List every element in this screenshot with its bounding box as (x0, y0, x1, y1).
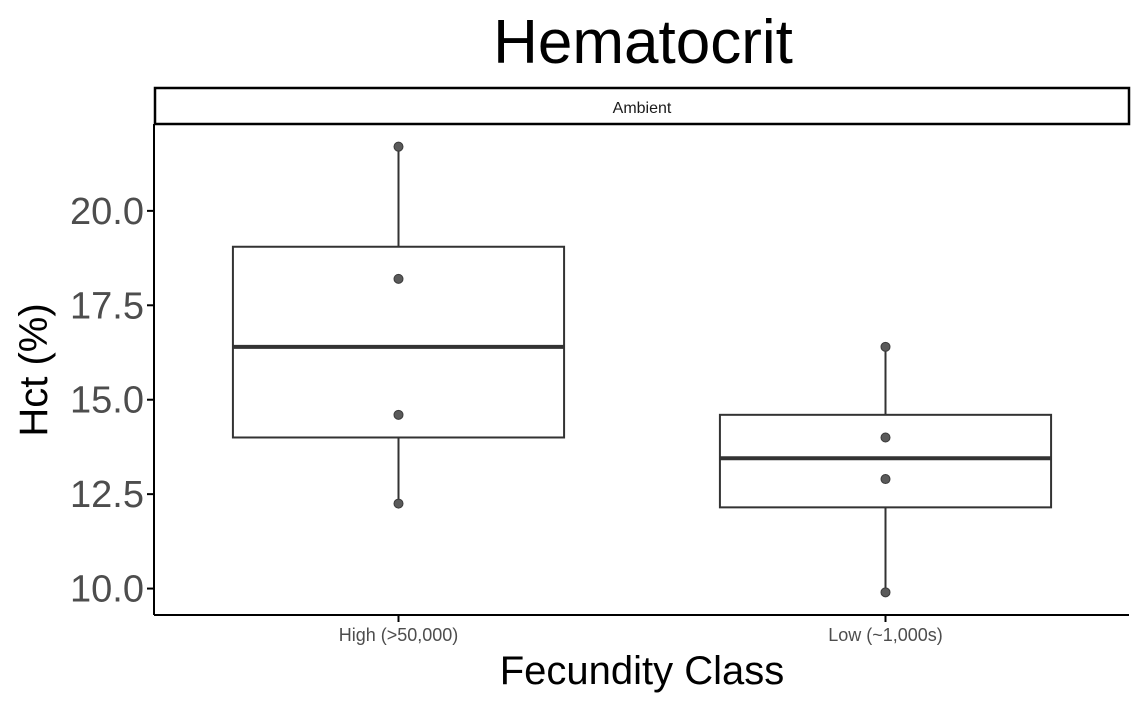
x-axis-ticks: High (>50,000) Low (~1,000s) (339, 615, 943, 645)
y-tick-label: 15.0 (70, 380, 144, 422)
y-tick-label: 10.0 (70, 569, 144, 611)
data-point (880, 341, 891, 352)
facet-label: Ambient (613, 100, 672, 117)
y-tick-label: 20.0 (70, 191, 144, 233)
box-iqr (718, 413, 1053, 509)
chart-title: Hematocrit (493, 8, 793, 77)
box-group-1 (231, 141, 566, 509)
facet-strip (153, 86, 1131, 126)
data-point (393, 273, 404, 284)
box-group-2 (718, 341, 1053, 598)
y-axis-label: Hct (%) (12, 303, 56, 436)
data-point (393, 409, 404, 420)
data-point (393, 498, 404, 509)
plot-area (231, 141, 1053, 598)
x-tick-label: Low (~1,000s) (828, 625, 943, 645)
data-point (880, 587, 891, 598)
y-axis-ticks: 10.0 12.5 15.0 17.5 20.0 (70, 191, 154, 611)
data-point (880, 474, 891, 485)
box-iqr (231, 245, 566, 439)
y-tick-label: 17.5 (70, 285, 144, 327)
data-point (393, 141, 404, 152)
y-tick-label: 12.5 (70, 474, 144, 516)
x-axis-label: Fecundity Class (500, 649, 785, 693)
x-tick-label: High (>50,000) (339, 625, 459, 645)
data-point (880, 432, 891, 443)
